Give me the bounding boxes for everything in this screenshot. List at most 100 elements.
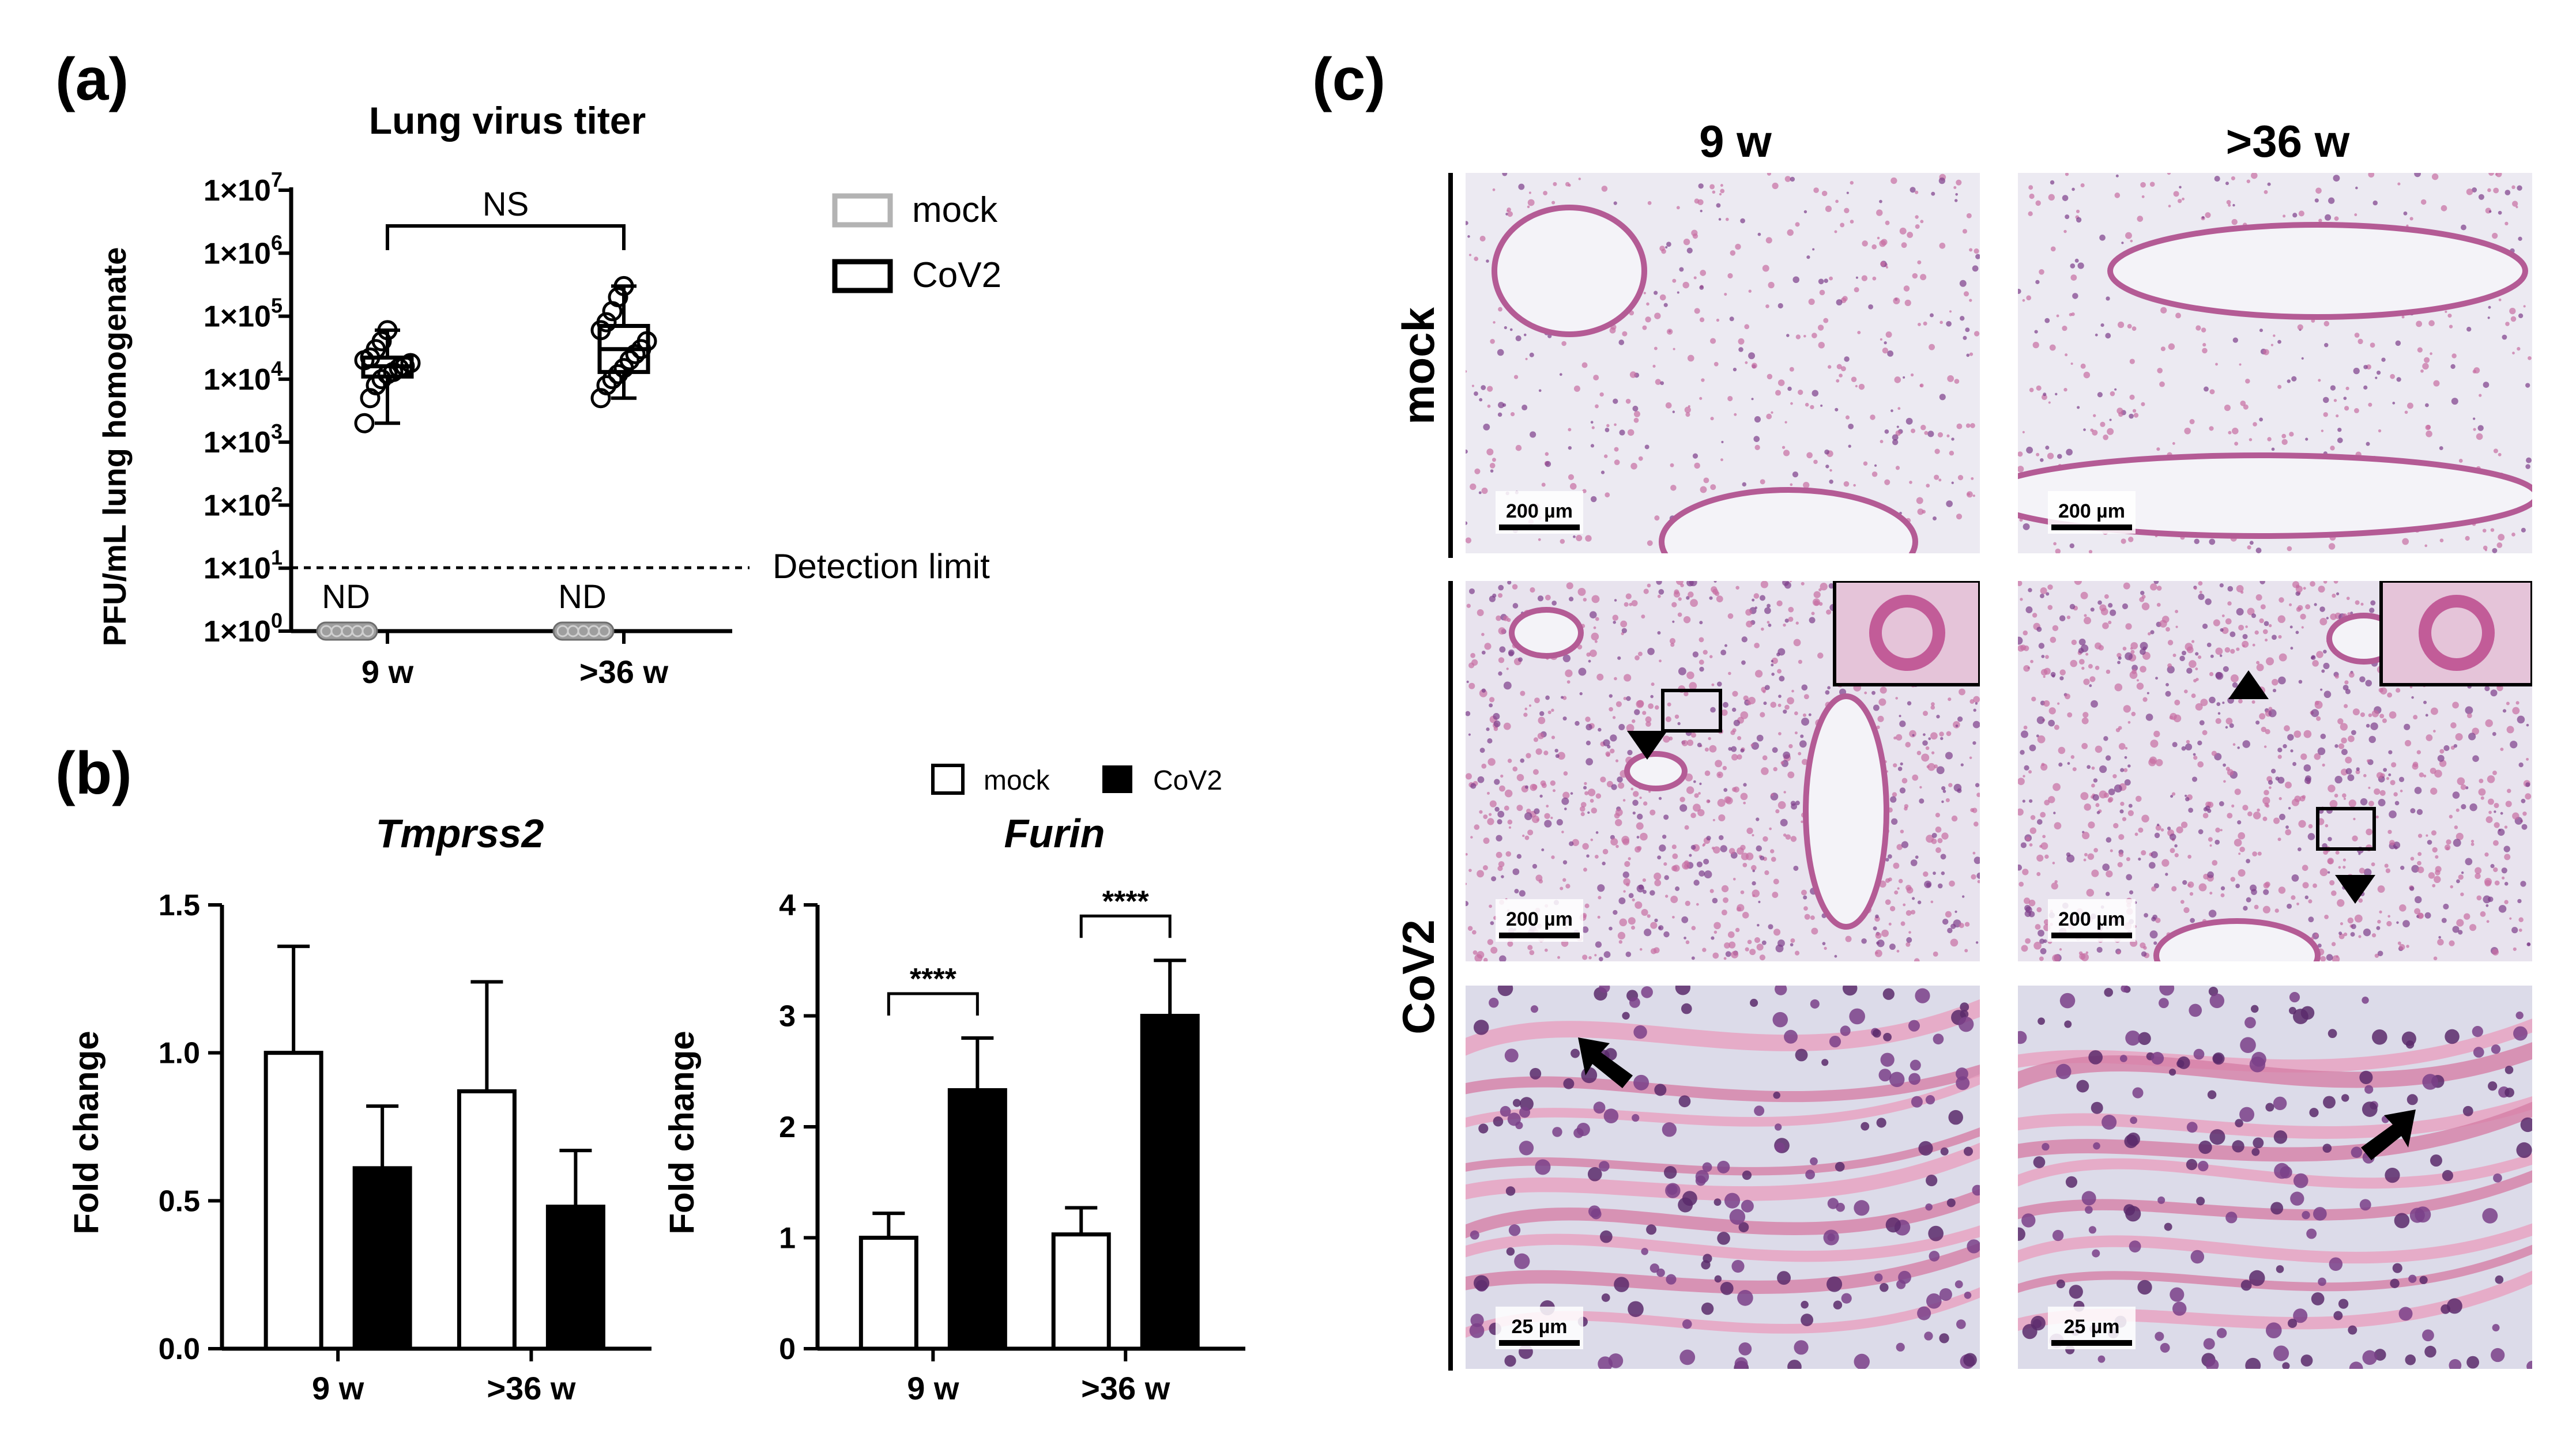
- tissue-speck: [2488, 210, 2492, 213]
- tissue-speck: [2129, 358, 2135, 364]
- tissue-speck: [2215, 827, 2220, 833]
- tissue-speck: [2052, 954, 2060, 961]
- tissue-speck: [2262, 629, 2268, 635]
- tissue-speck: [1551, 855, 1555, 859]
- tissue-speck: [1680, 583, 1684, 587]
- cell-nucleus: [2362, 1350, 2377, 1365]
- tissue-speck: [2377, 919, 2381, 924]
- tissue-speck: [2119, 809, 2124, 814]
- tissue-speck: [1732, 690, 1738, 697]
- tissue-speck: [2252, 643, 2255, 647]
- tissue-speck: [1773, 878, 1779, 885]
- cell-nucleus: [1573, 1128, 1584, 1138]
- tissue-speck: [1971, 477, 1974, 480]
- tissue-speck: [1611, 784, 1617, 790]
- tissue-speck: [1699, 397, 1703, 400]
- tissue-speck: [2059, 669, 2066, 676]
- tissue-speck: [2090, 428, 2094, 432]
- tissue-speck: [1756, 817, 1760, 821]
- b-legend-mock-swatch: [931, 764, 965, 795]
- tissue-speck: [1721, 910, 1727, 916]
- cell-nucleus: [1599, 1161, 1610, 1172]
- tissue-speck: [2323, 662, 2330, 669]
- tissue-speck: [1901, 242, 1907, 248]
- cell-nucleus: [1939, 1288, 1952, 1301]
- tissue-speck: [1612, 614, 1619, 621]
- tissue-speck: [1597, 884, 1605, 892]
- tissue-speck: [2040, 587, 2047, 594]
- tissue-speck: [1903, 903, 1906, 907]
- tissue-speck: [1970, 422, 1975, 428]
- tissue-speck: [1795, 801, 1800, 806]
- tissue-speck: [2110, 849, 2113, 852]
- tissue-speck: [2419, 772, 2424, 778]
- tissue-speck: [2140, 648, 2146, 655]
- tissue-speck: [1905, 417, 1913, 425]
- sig-stars: ****: [910, 963, 957, 996]
- tissue-speck: [1929, 313, 1934, 318]
- cell-nucleus: [2033, 1156, 2046, 1168]
- tissue-speck: [2456, 832, 2464, 840]
- tissue-speck: [1613, 910, 1618, 915]
- tissue-speck: [1846, 191, 1849, 194]
- tissue-speck: [1647, 201, 1652, 205]
- tissue-speck: [1578, 178, 1581, 180]
- tissue-speck: [1794, 711, 1798, 715]
- tissue-speck: [2259, 417, 2264, 422]
- tissue-speck: [1541, 848, 1545, 851]
- vessel-cross-section: [2419, 595, 2495, 671]
- tissue-speck: [2255, 548, 2262, 553]
- tissue-speck: [2458, 459, 2463, 463]
- tissue-speck: [1850, 180, 1854, 185]
- tissue-speck: [2498, 210, 2502, 215]
- tissue-speck: [2278, 886, 2286, 894]
- tissue-speck: [1493, 720, 1501, 727]
- tissue-speck: [2387, 829, 2392, 835]
- cov2-bar: [947, 1088, 1007, 1351]
- tissue-speck: [1740, 218, 1745, 224]
- tissue-speck: [1967, 492, 1971, 496]
- tissue-speck: [1593, 375, 1599, 381]
- nd-label: ND: [558, 578, 607, 616]
- tissue-speck: [2300, 753, 2307, 760]
- tissue-speck: [2261, 726, 2266, 733]
- tissue-speck: [2118, 656, 2122, 660]
- tissue-speck: [2495, 173, 2502, 178]
- tissue-speck: [1760, 581, 1768, 588]
- tissue-speck: [1898, 878, 1903, 884]
- tissue-speck: [1524, 812, 1532, 820]
- tissue-speck: [1541, 482, 1546, 487]
- cell-nucleus: [1911, 1096, 1923, 1108]
- tissue-speck: [1743, 783, 1747, 787]
- tissue-speck: [1912, 273, 1918, 279]
- tissue-speck: [1615, 809, 1623, 816]
- tissue-speck: [1727, 613, 1734, 619]
- tissue-speck: [2160, 307, 2167, 314]
- tissue-speck: [2227, 769, 2234, 776]
- airway-lumen: [1803, 693, 1889, 930]
- legend-mock-swatch: [832, 193, 893, 228]
- tissue-speck: [2106, 837, 2112, 843]
- tissue-speck: [1885, 858, 1889, 862]
- tissue-speck: [2354, 914, 2363, 923]
- cell-nucleus: [2160, 1343, 2170, 1353]
- tissue-speck: [2527, 942, 2530, 946]
- tissue-speck: [1642, 878, 1646, 882]
- scale-bar: 200 µm: [2048, 899, 2136, 942]
- tissue-speck: [2127, 810, 2134, 816]
- tissue-speck: [2268, 707, 2273, 711]
- tissue-speck: [2518, 313, 2524, 319]
- cell-nucleus: [1738, 1222, 1749, 1233]
- cell-nucleus: [2473, 1047, 2484, 1058]
- tissue-speck: [1677, 291, 1679, 294]
- bar-ytick-label: 2: [779, 1111, 796, 1144]
- tissue-speck: [2062, 325, 2067, 331]
- tissue-speck: [2123, 705, 2131, 713]
- tissue-speck: [2293, 730, 2302, 738]
- cell-nucleus: [2265, 1322, 2282, 1339]
- tissue-speck: [2176, 826, 2183, 833]
- tissue-speck: [1551, 708, 1554, 712]
- tissue-speck: [2222, 701, 2225, 704]
- tissue-speck: [1752, 881, 1756, 886]
- titer-ytick-label: 1×105: [204, 294, 283, 334]
